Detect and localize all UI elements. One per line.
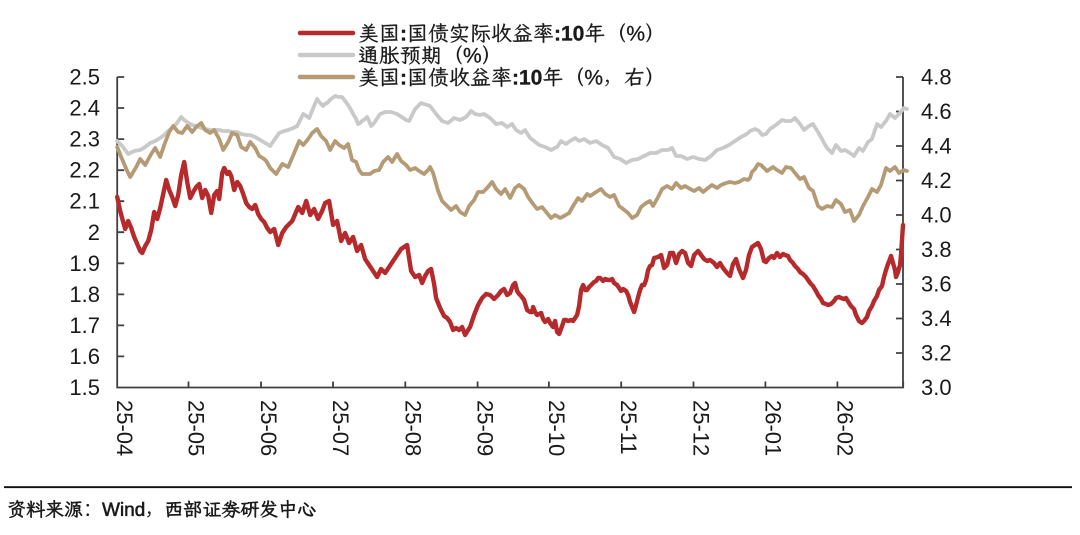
svg-text:3.0: 3.0: [921, 375, 952, 400]
svg-text:3.4: 3.4: [921, 306, 952, 331]
svg-text:1.6: 1.6: [69, 344, 100, 369]
svg-text:25-04: 25-04: [112, 400, 137, 456]
svg-text:25-05: 25-05: [184, 400, 209, 456]
svg-text:2.1: 2.1: [69, 189, 100, 214]
svg-text:3.2: 3.2: [921, 341, 952, 366]
svg-text:25-09: 25-09: [473, 400, 498, 456]
svg-text:25-12: 25-12: [689, 400, 714, 456]
svg-text:25-11: 25-11: [616, 400, 641, 455]
svg-text:1.7: 1.7: [69, 313, 100, 338]
svg-text:26-01: 26-01: [760, 400, 785, 456]
svg-text:1.5: 1.5: [69, 375, 100, 400]
svg-text:2.3: 2.3: [69, 127, 100, 152]
svg-text:4.2: 4.2: [921, 168, 952, 193]
svg-text:4.8: 4.8: [921, 65, 952, 90]
svg-text:25-07: 25-07: [328, 400, 353, 456]
svg-text:4.4: 4.4: [921, 134, 952, 159]
svg-text:1.8: 1.8: [69, 282, 100, 307]
svg-text:3.6: 3.6: [921, 272, 952, 297]
svg-text:2: 2: [88, 220, 100, 245]
svg-text:2.2: 2.2: [69, 158, 100, 183]
svg-text:4.0: 4.0: [921, 203, 952, 228]
svg-text:26-02: 26-02: [832, 400, 857, 456]
svg-text:1.9: 1.9: [69, 251, 100, 276]
svg-text:25-06: 25-06: [256, 400, 281, 456]
svg-text:25-08: 25-08: [400, 400, 425, 456]
svg-text:2.4: 2.4: [69, 96, 100, 121]
svg-text:3.8: 3.8: [921, 237, 952, 262]
svg-text:2.5: 2.5: [69, 65, 100, 90]
svg-text:25-10: 25-10: [544, 400, 569, 456]
svg-text:4.6: 4.6: [921, 99, 952, 124]
